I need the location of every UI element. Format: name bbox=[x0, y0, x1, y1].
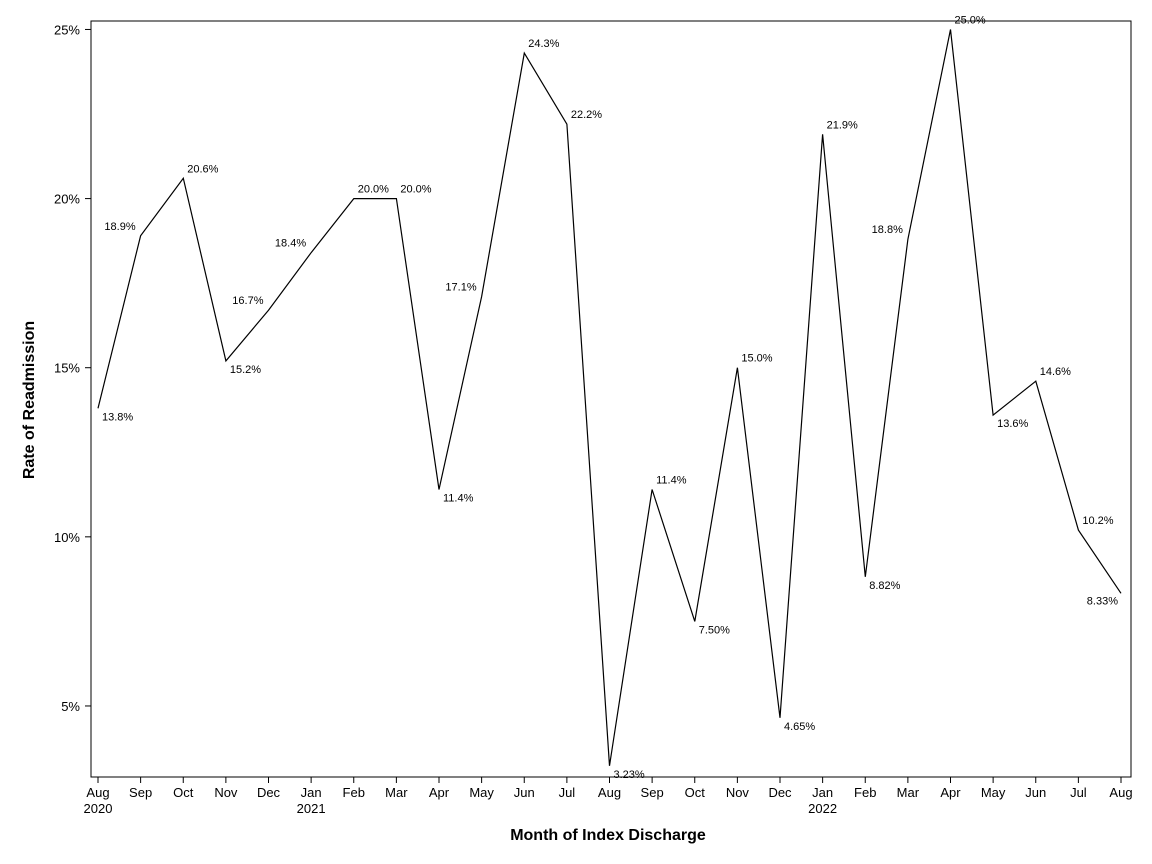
data-label: 11.4% bbox=[656, 474, 687, 486]
x-tick-year-label: 2021 bbox=[297, 801, 326, 816]
data-label: 8.82% bbox=[869, 580, 900, 592]
x-tick-label: Jan bbox=[301, 785, 322, 800]
series-line bbox=[97, 29, 1122, 766]
x-tick-label: Oct bbox=[685, 785, 706, 800]
x-tick-year-label: 2022 bbox=[808, 801, 837, 816]
plot-frame bbox=[90, 20, 1132, 778]
x-tick-label: Apr bbox=[429, 785, 450, 800]
x-tick-label: Jan bbox=[812, 785, 833, 800]
x-tick-label: May bbox=[469, 785, 494, 800]
x-tick-label: Sep bbox=[129, 785, 152, 800]
data-label: 3.23% bbox=[614, 769, 645, 781]
x-tick-label: Aug bbox=[86, 785, 109, 800]
y-tick-label: 25% bbox=[54, 22, 80, 37]
x-tick-year-label: 2020 bbox=[84, 801, 113, 816]
data-label: 17.1% bbox=[445, 282, 476, 294]
x-tick-label: Mar bbox=[897, 785, 920, 800]
data-label: 13.6% bbox=[997, 418, 1028, 430]
x-tick-label: Oct bbox=[173, 785, 194, 800]
x-tick-label: Nov bbox=[214, 785, 238, 800]
x-tick-label: Feb bbox=[343, 785, 365, 800]
series-group bbox=[97, 29, 1122, 766]
data-label: 20.0% bbox=[400, 184, 431, 196]
y-axis-title: Rate of Readmission bbox=[21, 321, 38, 479]
x-axis-title: Month of Index Discharge bbox=[510, 827, 706, 844]
x-tick-label: Dec bbox=[768, 785, 792, 800]
data-label: 15.0% bbox=[741, 353, 772, 365]
y-axis: 5% 10% 15% 20% 25% bbox=[54, 22, 91, 714]
data-label: 7.50% bbox=[699, 624, 730, 636]
x-tick-label: Dec bbox=[257, 785, 281, 800]
data-label: 8.33% bbox=[1087, 595, 1118, 607]
data-label: 13.8% bbox=[102, 411, 133, 423]
x-tick-label: May bbox=[981, 785, 1006, 800]
x-tick-label: Feb bbox=[854, 785, 876, 800]
data-label: 22.2% bbox=[571, 109, 602, 121]
x-tick-label: Jul bbox=[559, 785, 576, 800]
x-tick-label: Sep bbox=[641, 785, 664, 800]
data-label: 20.6% bbox=[187, 163, 218, 175]
x-tick-label: Aug bbox=[598, 785, 621, 800]
data-label: 24.3% bbox=[528, 38, 559, 50]
y-tick-label: 10% bbox=[54, 530, 80, 545]
y-tick-label: 15% bbox=[54, 361, 80, 376]
data-label: 18.9% bbox=[104, 221, 135, 233]
x-tick-label: Jul bbox=[1070, 785, 1087, 800]
y-tick-label: 5% bbox=[61, 699, 80, 714]
data-label: 10.2% bbox=[1082, 515, 1113, 527]
data-label: 14.6% bbox=[1040, 366, 1071, 378]
x-tick-label: Mar bbox=[385, 785, 408, 800]
data-label: 21.9% bbox=[827, 119, 858, 131]
data-label: 18.8% bbox=[872, 224, 903, 236]
data-label: 25.0% bbox=[955, 14, 986, 26]
data-label: 20.0% bbox=[358, 184, 389, 196]
x-tick-label: Aug bbox=[1109, 785, 1132, 800]
data-label: 18.4% bbox=[275, 238, 306, 250]
x-tick-label: Apr bbox=[940, 785, 961, 800]
data-label: 4.65% bbox=[784, 721, 815, 733]
data-label: 15.2% bbox=[230, 364, 261, 376]
data-label: 16.7% bbox=[232, 295, 263, 307]
x-tick-label: Jun bbox=[1025, 785, 1046, 800]
data-label: 11.4% bbox=[443, 492, 474, 504]
data-labels: 13.8% 18.9% 20.6% 15.2% 16.7% 18.4% 20.0% 20.0%… bbox=[102, 14, 1118, 780]
x-tick-label: Nov bbox=[726, 785, 750, 800]
y-tick-label: 20% bbox=[54, 192, 80, 207]
x-tick-label: Jun bbox=[514, 785, 535, 800]
